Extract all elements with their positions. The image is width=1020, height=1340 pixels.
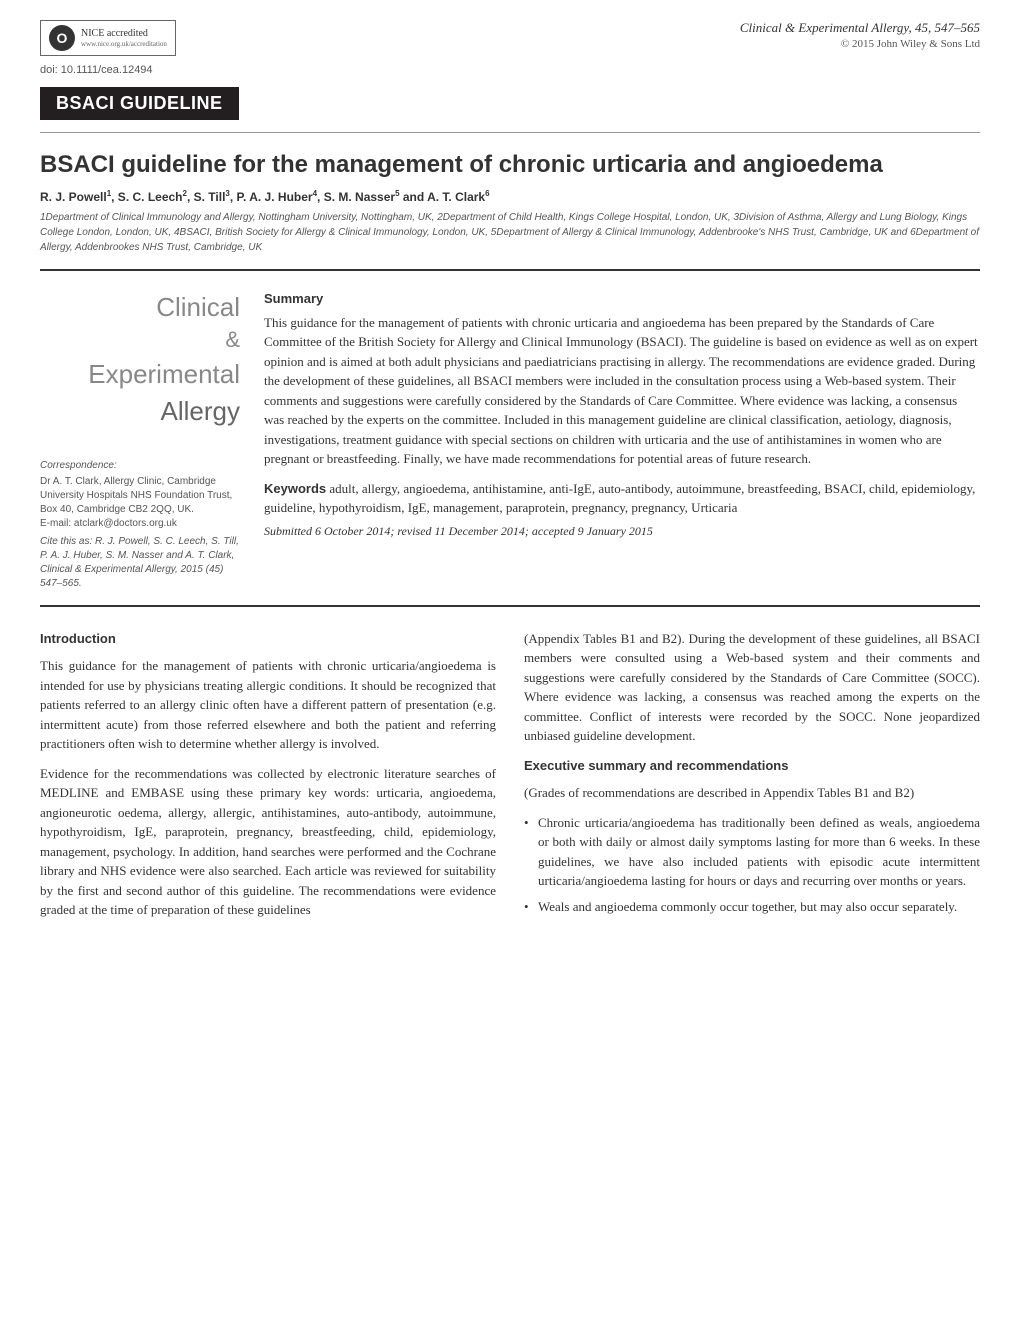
- brand-ampersand: &: [40, 325, 240, 356]
- intro-para-3: (Appendix Tables B1 and B2). During the …: [524, 629, 980, 746]
- body-columns: Introduction This guidance for the manag…: [40, 629, 980, 930]
- article-title: BSACI guideline for the management of ch…: [40, 151, 980, 179]
- divider-bold: [40, 605, 980, 607]
- divider: [40, 132, 980, 133]
- intro-heading: Introduction: [40, 629, 496, 649]
- summary-body: This guidance for the management of pati…: [264, 313, 980, 469]
- nice-badge-text: NICE accredited: [81, 28, 167, 39]
- nice-badge-icon: O: [49, 25, 75, 51]
- summary-column: Summary This guidance for the management…: [264, 289, 980, 591]
- keywords-text: adult, allergy, angioedema, antihistamin…: [264, 481, 975, 516]
- summary-heading: Summary: [264, 289, 980, 309]
- column-right: (Appendix Tables B1 and B2). During the …: [524, 629, 980, 930]
- keywords-block: Keywords adult, allergy, angioedema, ant…: [264, 479, 980, 518]
- exec-heading: Executive summary and recommendations: [524, 756, 980, 776]
- exec-preamble: (Grades of recommendations are described…: [524, 783, 980, 803]
- guideline-tag: BSACI GUIDELINE: [40, 87, 239, 120]
- journal-brand: Clinical & Experimental Allergy: [40, 289, 240, 429]
- author-list: R. J. Powell1, S. C. Leech2, S. Till3, P…: [40, 189, 980, 204]
- exec-bullet: Chronic urticaria/angioedema has traditi…: [524, 813, 980, 891]
- copyright-line: © 2015 John Wiley & Sons Ltd: [740, 38, 980, 50]
- nice-badge-block: O NICE accredited www.nice.org.uk/accred…: [40, 20, 176, 76]
- exec-bullet-list: Chronic urticaria/angioedema has traditi…: [524, 813, 980, 917]
- cite-as: Cite this as: R. J. Powell, S. C. Leech,…: [40, 535, 240, 591]
- top-bar: O NICE accredited www.nice.org.uk/accred…: [40, 20, 980, 76]
- intro-para-2: Evidence for the recommendations was col…: [40, 764, 496, 920]
- left-meta-column: Clinical & Experimental Allergy Correspo…: [40, 289, 240, 591]
- brand-line-1: Clinical: [156, 292, 240, 322]
- correspondence-email: E-mail: atclark@doctors.org.uk: [40, 517, 240, 531]
- column-left: Introduction This guidance for the manag…: [40, 629, 496, 930]
- correspondence-body: Dr A. T. Clark, Allergy Clinic, Cambridg…: [40, 475, 240, 517]
- journal-citation: Clinical & Experimental Allergy, 45, 547…: [740, 20, 980, 36]
- brand-line-3: Allergy: [161, 396, 240, 426]
- nice-badge: O NICE accredited www.nice.org.uk/accred…: [40, 20, 176, 56]
- divider-bold: [40, 269, 980, 271]
- intro-para-1: This guidance for the management of pati…: [40, 656, 496, 754]
- doi-text: doi: 10.1111/cea.12494: [40, 64, 153, 76]
- journal-header: Clinical & Experimental Allergy, 45, 547…: [740, 20, 980, 50]
- exec-bullet: Weals and angioedema commonly occur toge…: [524, 897, 980, 917]
- submitted-line: Submitted 6 October 2014; revised 11 Dec…: [264, 522, 980, 540]
- affiliations: 1Department of Clinical Immunology and A…: [40, 210, 980, 255]
- nice-badge-url: www.nice.org.uk/accreditation: [81, 41, 167, 49]
- brand-line-2: Experimental: [88, 359, 240, 389]
- keywords-label: Keywords: [264, 481, 326, 496]
- correspondence-heading: Correspondence:: [40, 459, 240, 473]
